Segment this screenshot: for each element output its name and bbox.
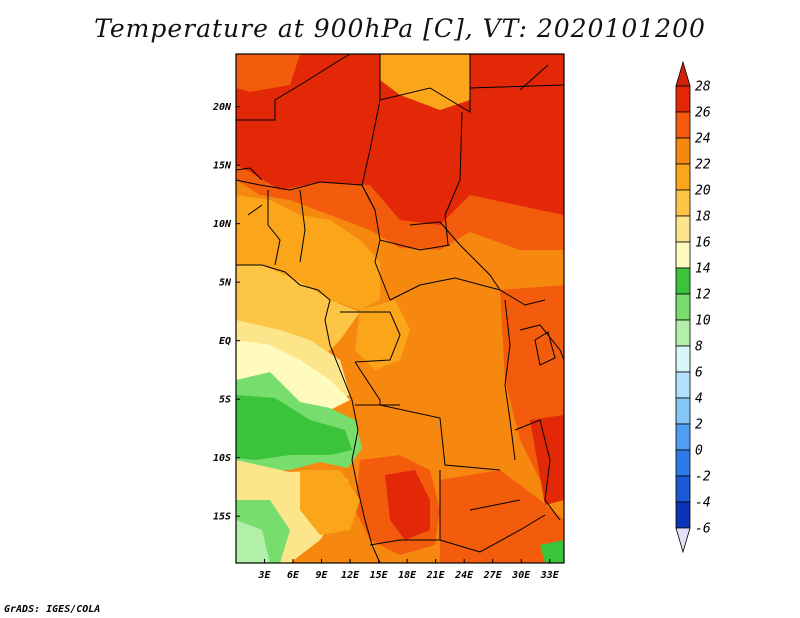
colorbar-label: 22 — [695, 158, 711, 173]
colorbar-swatch — [675, 293, 691, 321]
colorbar-swatch — [675, 423, 691, 451]
lat-label: 5N — [219, 278, 232, 289]
colorbar-swatch — [675, 449, 691, 477]
lat-label: 15S — [213, 512, 231, 523]
colorbar-label: 24 — [695, 132, 711, 147]
colorbar-label: 2 — [695, 418, 703, 433]
longitude-axis: 3E 6E 9E 12E 15E 18E 21E 24E 27E 30E 33E — [257, 559, 560, 581]
colorbar-label: -4 — [695, 496, 711, 511]
latitude-axis: 20N 15N 10N 5N EQ 5S 10S 15S — [212, 102, 240, 523]
country-borders — [235, 53, 565, 564]
colorbar-swatch — [675, 397, 691, 425]
lat-label: 10N — [213, 219, 232, 230]
temperature-field — [236, 54, 564, 563]
lon-label: 30E — [511, 570, 531, 581]
lat-label: 10S — [213, 453, 231, 464]
colorbar-swatch — [675, 215, 691, 243]
grads-credit: GrADS: IGES/COLA — [4, 604, 101, 615]
lon-label: 18E — [398, 570, 417, 581]
colorbar-swatch — [675, 163, 691, 191]
colorbar-swatch — [675, 267, 691, 295]
colorbar-swatch — [675, 501, 691, 529]
colorbar-swatch — [675, 189, 691, 217]
colorbar-swatch — [675, 319, 691, 347]
lon-label: 3E — [257, 570, 271, 581]
lon-label: 27E — [483, 570, 503, 581]
lat-label: 5S — [219, 395, 231, 406]
colorbar-label: 16 — [695, 236, 711, 251]
colorbar-label: 0 — [695, 444, 703, 459]
lon-label: 9E — [316, 570, 329, 581]
colorbar-swatch — [675, 111, 691, 139]
colorbar-label: 10 — [695, 314, 711, 329]
colorbar-label: 6 — [695, 366, 703, 381]
colorbar-label: 8 — [695, 340, 703, 355]
colorbar-swatch — [675, 371, 691, 399]
colorbar-swatch — [675, 241, 691, 269]
colorbar-label: 4 — [695, 392, 703, 407]
lon-label: 21E — [426, 570, 446, 581]
colorbar-label: 20 — [695, 184, 711, 199]
lon-label: 24E — [454, 570, 474, 581]
lat-label: EQ — [219, 336, 231, 347]
colorbar-swatch — [675, 345, 691, 373]
colorbar-label: -6 — [695, 522, 711, 537]
colorbar-label: 26 — [695, 106, 711, 121]
colorbar-top-arrow — [675, 60, 691, 87]
lon-label: 15E — [370, 570, 389, 581]
colorbar-label: 14 — [695, 262, 711, 277]
colorbar-swatch — [675, 85, 691, 113]
colorbar-label: 12 — [695, 288, 711, 303]
colorbar-label: 18 — [695, 210, 711, 225]
map-frame — [235, 53, 565, 564]
colorbar-label: 28 — [695, 80, 711, 95]
colorbar-label: -2 — [695, 470, 711, 485]
colorbar-swatch — [675, 475, 691, 503]
lon-label: 12E — [341, 570, 360, 581]
colorbar-bottom-arrow — [675, 527, 691, 554]
colorbar-swatch — [675, 137, 691, 165]
lat-label: 15N — [213, 161, 232, 172]
lon-label: 33E — [540, 570, 560, 581]
lon-label: 6E — [287, 570, 300, 581]
plot-title: Temperature at 900hPa [C], VT: 202010120… — [94, 14, 706, 43]
lat-label: 20N — [212, 102, 232, 113]
